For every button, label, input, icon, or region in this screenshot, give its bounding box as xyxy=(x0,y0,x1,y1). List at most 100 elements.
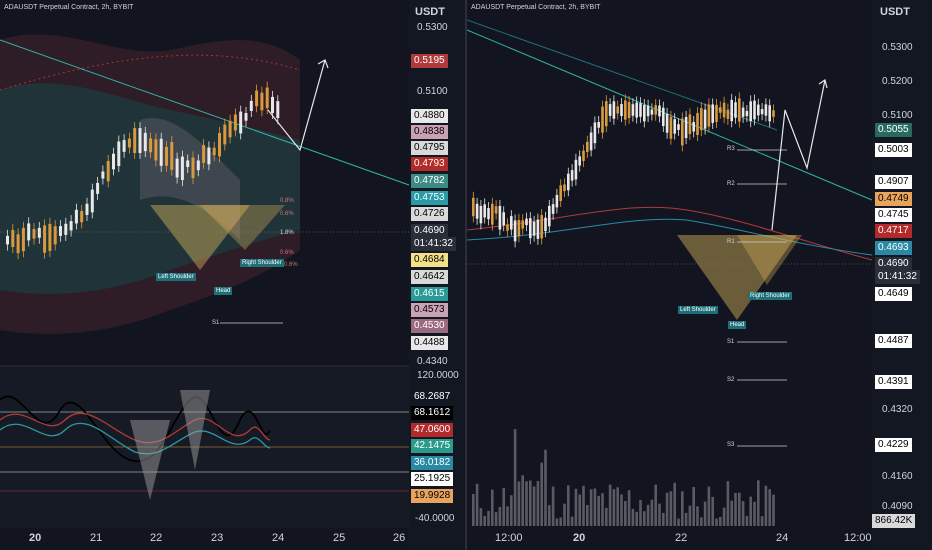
volume-bar xyxy=(681,491,684,526)
candle xyxy=(753,100,756,120)
right-price-chart[interactable] xyxy=(467,0,932,550)
right-price-axis[interactable]: USDT 0.5300 0.5200 0.5100 0.4320 0.4160 … xyxy=(872,0,932,550)
right-price-badge: 0.4487 xyxy=(875,334,912,348)
candle xyxy=(635,102,638,118)
volume-bar xyxy=(551,486,555,526)
volume-bar xyxy=(548,505,551,526)
candle xyxy=(255,90,259,107)
osc-badge: 19.9928 xyxy=(411,489,454,503)
candle xyxy=(472,197,475,217)
time-label: 22 xyxy=(150,532,163,544)
left-price-axis[interactable]: USDT 0.5300 0.5100 0.4340 0.5195 0.4880 … xyxy=(409,0,466,550)
left-price-tick: 0.5100 xyxy=(417,86,448,97)
candle xyxy=(276,101,280,119)
candle xyxy=(249,100,253,111)
countdown-badge: 01:41:32 xyxy=(875,270,920,284)
candle xyxy=(228,120,232,138)
right-price-tick: 0.5100 xyxy=(882,110,913,121)
volume-bar xyxy=(768,489,771,526)
right-price-badge: 0.4229 xyxy=(875,438,912,452)
candle xyxy=(16,234,20,254)
candle xyxy=(101,171,105,179)
arrow-head xyxy=(317,59,329,69)
left-price-chart[interactable] xyxy=(0,0,466,550)
candle xyxy=(494,206,498,214)
candle xyxy=(43,225,47,253)
time-label: 12:00 xyxy=(495,532,523,544)
candle xyxy=(772,110,775,117)
right-price-badge: 0.4693 xyxy=(875,241,912,255)
candle xyxy=(233,114,237,131)
candle xyxy=(646,105,650,117)
left-chart-panel[interactable]: ADAUSDT Perpetual Contract, 2h, BYBIT US… xyxy=(0,0,466,550)
candle xyxy=(593,122,597,144)
volume-bar xyxy=(726,481,730,526)
candle xyxy=(483,204,486,218)
volume-bar xyxy=(707,486,711,526)
time-label: 22 xyxy=(675,532,688,544)
left-currency-label: USDT xyxy=(415,6,445,18)
time-label: 12:00 xyxy=(844,532,872,544)
panel-divider[interactable] xyxy=(465,0,467,550)
volume-bar xyxy=(506,506,509,526)
right-chart-title: ADAUSDT Perpetual Contract, 2h, BYBIT xyxy=(471,4,601,11)
candle xyxy=(498,205,502,230)
candle xyxy=(586,141,589,152)
right-price-tick: 0.4090 xyxy=(882,501,913,512)
right-chart-panel[interactable]: ADAUSDT Perpetual Contract, 2h, BYBIT US… xyxy=(467,0,932,550)
candle xyxy=(6,235,9,245)
right-time-axis[interactable]: 12:00 20 22 24 12:00 xyxy=(467,528,872,550)
candle xyxy=(202,145,206,163)
head-label: Head xyxy=(728,321,747,329)
volume-bar xyxy=(521,475,524,526)
candle xyxy=(80,211,84,223)
candle xyxy=(122,140,126,152)
volume-bar xyxy=(510,495,513,526)
candle xyxy=(48,223,52,251)
candle xyxy=(608,104,612,116)
trend-line xyxy=(0,39,410,186)
candle xyxy=(681,118,684,146)
volume-bar xyxy=(597,495,600,526)
left-time-axis[interactable]: 20 21 22 23 24 25 26 xyxy=(0,528,409,550)
left-shoulder-label: Left Shoulder xyxy=(156,273,196,281)
right-shoulder-label: Right Shoulder xyxy=(748,292,792,300)
volume-bar xyxy=(749,496,752,526)
left-price-badge: 0.4684 xyxy=(411,253,448,267)
candle xyxy=(265,87,269,109)
volume-bar xyxy=(719,516,722,526)
volume-bar xyxy=(593,488,597,526)
candle xyxy=(502,212,505,226)
volume-bar xyxy=(703,501,707,526)
arrow-head xyxy=(818,79,828,89)
candle xyxy=(711,104,714,123)
candle xyxy=(643,105,646,122)
right-price-badge: 0.4749 xyxy=(875,192,912,206)
pct-label: 0.6% xyxy=(280,211,294,217)
head-label: Head xyxy=(214,287,233,295)
candle xyxy=(196,160,200,171)
volume-bar xyxy=(715,518,718,526)
candle xyxy=(692,122,695,132)
volume-bar xyxy=(525,481,528,526)
candle xyxy=(74,209,78,224)
left-price-badge: 0.4880 xyxy=(411,109,448,123)
candle xyxy=(574,159,578,180)
left-price-badge: 0.4795 xyxy=(411,141,448,155)
volume-bar xyxy=(711,496,714,526)
candle xyxy=(191,157,195,179)
r2-label: R2 xyxy=(727,181,735,187)
trend-line xyxy=(467,29,873,201)
volume-bar xyxy=(544,449,547,526)
volume-bar xyxy=(605,507,608,526)
current-price-badge: 0.4690 xyxy=(411,224,448,238)
candle xyxy=(239,111,243,134)
candle xyxy=(21,227,25,252)
candle xyxy=(616,106,619,114)
time-label: 24 xyxy=(272,532,285,544)
volume-bar xyxy=(502,487,505,526)
candle xyxy=(170,142,174,170)
candle xyxy=(567,173,570,191)
left-price-badge: 0.4726 xyxy=(411,207,448,221)
volume-bar xyxy=(673,482,676,526)
